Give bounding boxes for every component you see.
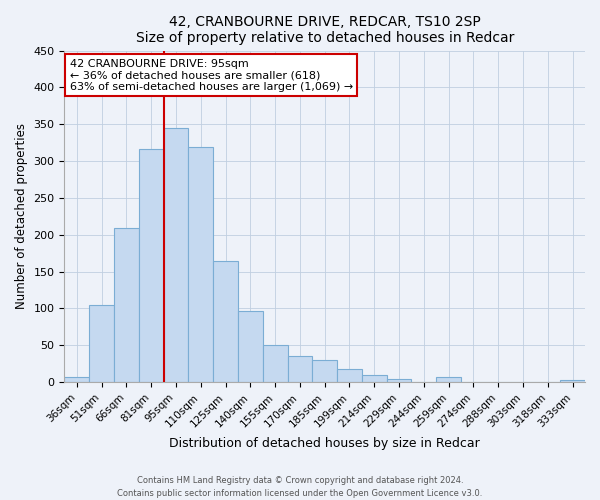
Bar (436, 377, 461, 382)
Bar (560, 380, 585, 382)
Bar (238, 310, 263, 382)
X-axis label: Distribution of detached houses by size in Redcar: Distribution of detached houses by size … (169, 437, 480, 450)
Bar (114, 228, 139, 382)
Bar (89, 304, 114, 382)
Title: 42, CRANBOURNE DRIVE, REDCAR, TS10 2SP
Size of property relative to detached hou: 42, CRANBOURNE DRIVE, REDCAR, TS10 2SP S… (136, 15, 514, 45)
Bar (139, 148, 164, 382)
Bar (287, 356, 313, 382)
Y-axis label: Number of detached properties: Number of detached properties (15, 124, 28, 310)
Bar (386, 379, 412, 382)
Bar (337, 369, 362, 382)
Bar (213, 260, 238, 382)
Bar (164, 128, 188, 382)
Bar (362, 374, 386, 382)
Bar (64, 377, 89, 382)
Bar (188, 147, 213, 382)
Text: 42 CRANBOURNE DRIVE: 95sqm
← 36% of detached houses are smaller (618)
63% of sem: 42 CRANBOURNE DRIVE: 95sqm ← 36% of deta… (70, 59, 353, 92)
Bar (263, 345, 287, 382)
Text: Contains HM Land Registry data © Crown copyright and database right 2024.
Contai: Contains HM Land Registry data © Crown c… (118, 476, 482, 498)
Bar (313, 360, 337, 382)
